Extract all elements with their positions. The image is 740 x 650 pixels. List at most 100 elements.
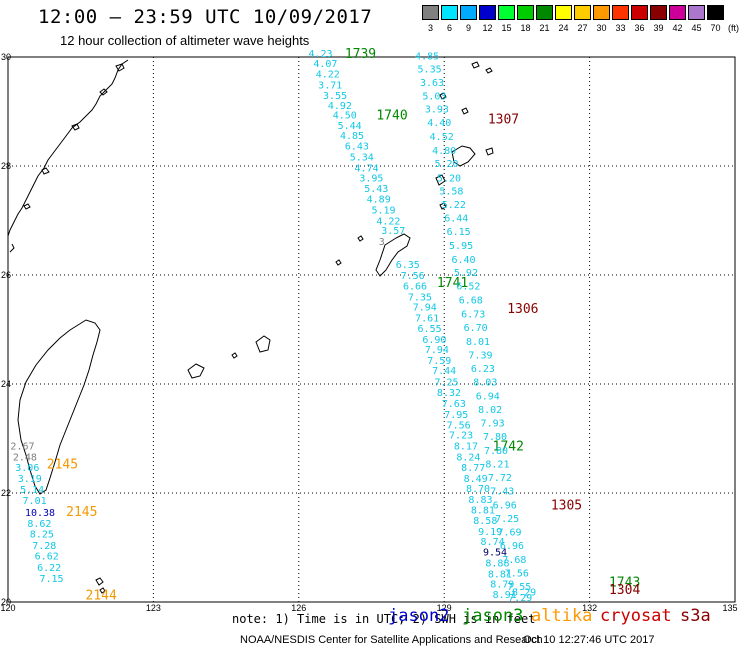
wave-height-label: 6.68 xyxy=(459,295,483,306)
pass-time-label: 2144 xyxy=(86,588,117,603)
wave-height-label: 5.20 xyxy=(437,173,461,184)
wave-height-label: 6.52 xyxy=(456,282,480,293)
map-frame xyxy=(7,56,736,603)
kikaijima xyxy=(485,147,494,156)
legend-label: 3 xyxy=(427,23,433,33)
wave-height-label: 8.29 xyxy=(512,587,536,598)
wave-height-label: 7.59 xyxy=(427,356,451,367)
kerama-islet xyxy=(357,235,364,242)
wave-height-label: 6.35 xyxy=(396,260,420,271)
wave-height-label: 5.03 xyxy=(422,92,446,103)
legend-swatch xyxy=(422,5,439,20)
legend-label: 9 xyxy=(465,23,471,33)
tokunoshima xyxy=(435,174,446,186)
wave-height-label: 5.95 xyxy=(449,241,473,252)
wave-height-label: 3.95 xyxy=(359,173,383,184)
wave-height-label: 4.92 xyxy=(328,101,352,112)
yoron-islet xyxy=(439,202,447,210)
okinawa-island xyxy=(375,233,411,277)
taiwan-coastline xyxy=(17,319,101,495)
china-coast xyxy=(7,59,129,237)
pass-time-label: 1741 xyxy=(437,276,468,291)
wave-height-labels: 4.234.074.223.713.554.924.505.444.856.43… xyxy=(10,49,536,604)
legend-swatch xyxy=(441,5,458,20)
wave-height-label: 7.43 xyxy=(490,487,514,498)
wave-height-label: 8.70 xyxy=(466,484,490,495)
wave-height-label: 4.80 xyxy=(432,146,456,157)
legend-label: 27 xyxy=(577,23,588,33)
wave-height-label: 4.74 xyxy=(355,163,379,174)
wave-height-label: 6.96 xyxy=(493,500,517,511)
wave-height-label: 7.56 xyxy=(447,421,471,432)
pass-time-label: 1742 xyxy=(493,439,524,454)
legend-swatch xyxy=(574,5,591,20)
legend-swatch xyxy=(460,5,477,20)
legend-swatch xyxy=(517,5,534,20)
wave-height-label: 3.63 xyxy=(420,78,444,89)
pass-time-labels: 1739 1740 1741 1742 1743 1307 1306 1305 1304 2145… xyxy=(47,47,641,603)
wave-height-label: 6.62 xyxy=(35,551,59,562)
kume-islet xyxy=(335,259,342,266)
legend-swatch xyxy=(631,5,648,20)
wave-height-label: 8.77 xyxy=(461,463,485,474)
wave-height-label: 2.48 xyxy=(13,452,37,463)
wave-height-label: 4.50 xyxy=(333,111,357,122)
wave-height-label: 4.22 xyxy=(316,70,340,81)
wave-height-label: 3.19 xyxy=(18,474,42,485)
wave-height-label: 5.44 xyxy=(338,121,362,132)
wave-height-label: 8.79 xyxy=(490,579,514,590)
legend-unit: (ft) xyxy=(728,23,739,33)
wave-height-label: 8.58 xyxy=(473,516,497,527)
credit-line: NOAA/NESDIS Center for Satellite Applica… xyxy=(240,634,543,646)
wave-height-label: 6.15 xyxy=(447,227,471,238)
amami-oshima xyxy=(451,145,476,167)
pass-time-label: 1743 xyxy=(609,576,640,591)
longitude-tick-label: 135 xyxy=(722,603,737,613)
wave-height-label: 7.25 xyxy=(495,514,519,525)
wave-height-label: 8.32 xyxy=(437,388,461,399)
legend-swatch xyxy=(669,5,686,20)
legend-label: 18 xyxy=(520,23,531,33)
wave-height-label: 7.15 xyxy=(40,574,64,585)
osumi-islet xyxy=(471,61,480,69)
wave-height-label: 5.35 xyxy=(418,64,442,75)
wave-height-label: 8.24 xyxy=(456,452,480,463)
wave-height-label: 3.55 xyxy=(323,91,347,102)
tarama-islet xyxy=(231,352,238,359)
wave-height-label: 3.57 xyxy=(381,226,405,237)
wave-height-label: 6.23 xyxy=(471,364,495,375)
wave-height-label: 6.55 xyxy=(418,324,442,335)
coast-islet xyxy=(23,203,31,210)
batanes-islet xyxy=(95,577,104,586)
wave-height-label: 5.43 xyxy=(364,184,388,195)
legend-swatch xyxy=(536,5,553,20)
satellite-jason2: jason2 xyxy=(388,606,450,626)
page-title: 12:00 – 23:59 UTC 10/09/2017 xyxy=(38,6,373,28)
legend-label: 33 xyxy=(615,23,626,33)
wave-height-label: 6.44 xyxy=(444,214,468,225)
wave-height-label: 6.73 xyxy=(461,310,485,321)
wave-height-label: 8.21 xyxy=(485,459,509,470)
wave-height-label: 7.61 xyxy=(415,313,439,324)
coast-islet xyxy=(41,167,50,175)
taiwan-island xyxy=(17,319,101,495)
wave-height-label: 7.25 xyxy=(435,378,459,389)
legend-label: 12 xyxy=(482,23,493,33)
pass-time-label: 2145 xyxy=(47,457,78,472)
satellite-jason3: jason3 xyxy=(462,606,524,626)
wave-height-label: 8.88 xyxy=(485,559,509,570)
wave-height-label: 8.81 xyxy=(488,569,512,580)
wave-height-label: 6.94 xyxy=(476,391,500,402)
wave-height-label: 7.94 xyxy=(425,345,449,356)
wave-height-label: 8.91 xyxy=(493,590,517,601)
wave-height-label: 7.63 xyxy=(442,399,466,410)
pass-time-label: 2145 xyxy=(66,505,97,520)
lat-lon-grid xyxy=(8,57,735,602)
longitude-tick-label: 123 xyxy=(146,603,161,613)
wave-height-label: 7.39 xyxy=(468,350,492,361)
wave-height-label: 7.44 xyxy=(432,366,456,377)
miyako-island xyxy=(255,335,271,353)
legend-swatch xyxy=(707,5,724,20)
batanes-islet xyxy=(99,587,106,594)
legend-label: 45 xyxy=(691,23,702,33)
